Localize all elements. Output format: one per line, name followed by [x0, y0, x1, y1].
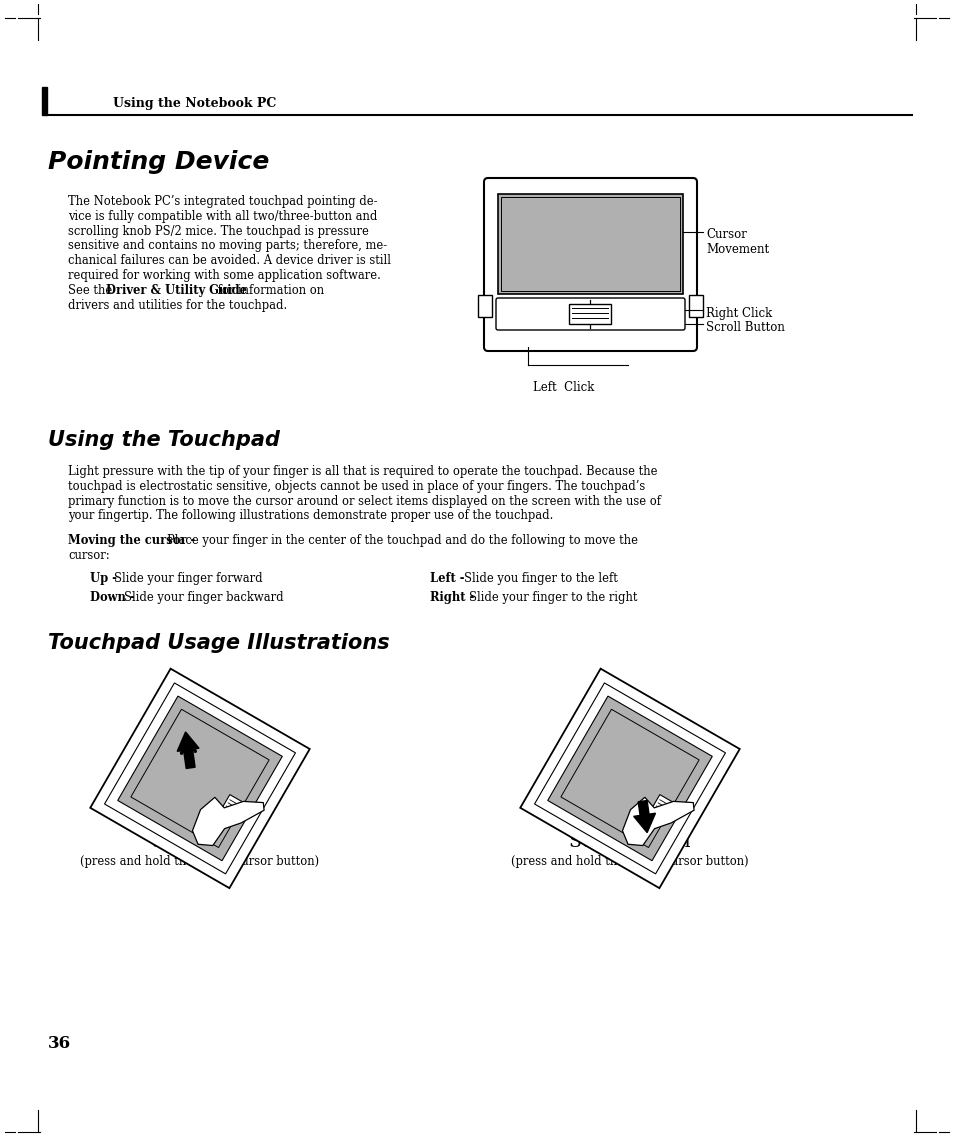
Bar: [500, 197, 679, 290]
Text: See the: See the: [68, 284, 115, 297]
Text: Down -: Down -: [90, 590, 138, 604]
Text: The Notebook PC’s integrated touchpad pointing de-: The Notebook PC’s integrated touchpad po…: [68, 195, 377, 208]
FancyBboxPatch shape: [483, 178, 697, 351]
Text: touchpad is electrostatic sensitive, objects cannot be used in place of your fin: touchpad is electrostatic sensitive, obj…: [68, 480, 644, 492]
Text: (press and hold the upper cursor button): (press and hold the upper cursor button): [80, 855, 319, 868]
Text: Up -: Up -: [90, 572, 121, 584]
Text: your fingertip. The following illustrations demonstrate proper use of the touchp: your fingertip. The following illustrati…: [68, 510, 553, 522]
Text: Right -: Right -: [430, 590, 477, 604]
FancyArrow shape: [177, 732, 199, 768]
Text: for information on: for information on: [213, 284, 324, 297]
FancyBboxPatch shape: [496, 298, 684, 329]
Text: Scroll  Down: Scroll Down: [569, 833, 690, 852]
Polygon shape: [560, 709, 699, 847]
Polygon shape: [621, 797, 694, 846]
Polygon shape: [131, 709, 269, 847]
Text: Right Click: Right Click: [705, 307, 771, 320]
Text: Slide your finger forward: Slide your finger forward: [114, 572, 263, 584]
Text: (press and hold the lower cursor button): (press and hold the lower cursor button): [511, 855, 748, 868]
Text: Scroll  Up: Scroll Up: [152, 833, 247, 852]
Text: cursor:: cursor:: [68, 549, 110, 563]
Polygon shape: [519, 668, 739, 889]
FancyArrow shape: [633, 800, 655, 832]
Polygon shape: [193, 797, 264, 846]
Bar: [497, 194, 682, 294]
Polygon shape: [91, 668, 310, 889]
Bar: [477, 295, 492, 317]
Text: vice is fully compatible with all two/three-button and: vice is fully compatible with all two/th…: [68, 210, 377, 223]
Text: Using the Notebook PC: Using the Notebook PC: [113, 96, 276, 109]
Text: 36: 36: [48, 1035, 71, 1052]
Text: Cursor
Movement: Cursor Movement: [705, 228, 768, 256]
Text: Place your finger in the center of the touchpad and do the following to move the: Place your finger in the center of the t…: [167, 534, 638, 548]
Text: Touchpad Usage Illustrations: Touchpad Usage Illustrations: [48, 634, 389, 653]
Text: sensitive and contains no moving parts; therefore, me-: sensitive and contains no moving parts; …: [68, 240, 387, 253]
Polygon shape: [547, 696, 712, 861]
Text: scrolling knob PS/2 mice. The touchpad is pressure: scrolling knob PS/2 mice. The touchpad i…: [68, 225, 369, 238]
Bar: [42, 87, 47, 115]
Text: chanical failures can be avoided. A device driver is still: chanical failures can be avoided. A devi…: [68, 254, 391, 267]
Text: Moving the cursor -: Moving the cursor -: [68, 534, 199, 548]
Bar: [568, 304, 610, 324]
Polygon shape: [117, 696, 282, 861]
Text: Slide you finger to the left: Slide you finger to the left: [464, 572, 618, 584]
Text: drivers and utilities for the touchpad.: drivers and utilities for the touchpad.: [68, 298, 287, 311]
Text: primary function is to move the cursor around or select items displayed on the s: primary function is to move the cursor a…: [68, 495, 660, 507]
Text: required for working with some application software.: required for working with some applicati…: [68, 269, 380, 282]
Text: Left  Click: Left Click: [533, 381, 594, 394]
Text: Driver & Utility Guide: Driver & Utility Guide: [106, 284, 247, 297]
Text: Slide your finger backward: Slide your finger backward: [124, 590, 284, 604]
Text: Pointing Device: Pointing Device: [48, 150, 269, 174]
Text: Left -: Left -: [430, 572, 468, 584]
Text: Using the Touchpad: Using the Touchpad: [48, 430, 280, 450]
Text: Slide your finger to the right: Slide your finger to the right: [469, 590, 637, 604]
Polygon shape: [651, 794, 680, 821]
Polygon shape: [221, 794, 252, 821]
Text: Scroll Button: Scroll Button: [705, 321, 784, 334]
Bar: [688, 295, 702, 317]
Text: Light pressure with the tip of your finger is all that is required to operate th: Light pressure with the tip of your fing…: [68, 465, 657, 478]
